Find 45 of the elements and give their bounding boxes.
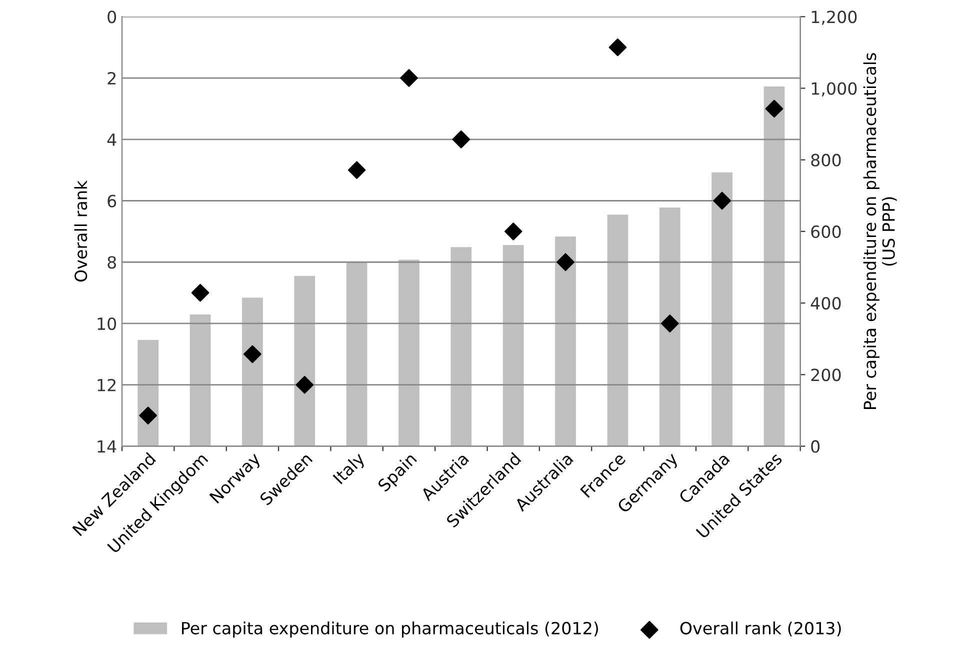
bar <box>607 214 628 446</box>
bar <box>659 207 680 446</box>
point <box>244 345 262 364</box>
bar <box>450 247 472 446</box>
point <box>400 69 418 87</box>
y-tick-label: 10 <box>98 317 116 330</box>
bar <box>346 262 368 446</box>
y2-tick-label: 0 <box>811 440 820 453</box>
point <box>608 38 627 56</box>
point <box>191 284 210 302</box>
point <box>504 222 522 240</box>
point <box>139 406 157 424</box>
legend-label: Per capita expenditure on pharmaceuticals (2012) <box>182 622 598 638</box>
bar <box>502 245 524 446</box>
point <box>452 130 470 148</box>
point <box>713 192 731 210</box>
bar <box>138 340 159 446</box>
y2-axis-title: Per capita expenditure on pharmaceuticals (US PPP) <box>863 53 897 409</box>
y2-tick-label: 800 <box>811 154 841 166</box>
bar <box>712 172 732 446</box>
y-tick-label: 6 <box>108 194 116 208</box>
point <box>660 314 679 332</box>
y-axis-title: Overall rank <box>74 180 88 282</box>
y2-tick-label: 1,200 <box>812 10 857 25</box>
y2-tick-label: 1,000 <box>812 82 857 97</box>
point <box>296 376 314 394</box>
y2-tick-label: 600 <box>811 225 841 238</box>
y-tick-label: 2 <box>108 72 116 84</box>
bar <box>398 260 420 446</box>
y2-tick-label: 400 <box>810 296 841 310</box>
y-tick-label: 12 <box>98 378 116 392</box>
bar <box>190 314 211 446</box>
point <box>556 253 574 272</box>
y2-tick-label: 200 <box>811 368 841 382</box>
y-tick-label: 14 <box>98 440 116 453</box>
bar <box>764 86 785 446</box>
y-tick-label: 0 <box>108 10 116 24</box>
bar <box>555 236 576 446</box>
point <box>348 161 366 179</box>
legend-label: Overall rank (2013) <box>680 622 841 636</box>
y-tick-label: 8 <box>108 256 116 269</box>
bar <box>242 298 263 446</box>
y-tick-label: 4 <box>107 134 116 146</box>
point <box>765 100 784 118</box>
bar <box>294 276 316 446</box>
